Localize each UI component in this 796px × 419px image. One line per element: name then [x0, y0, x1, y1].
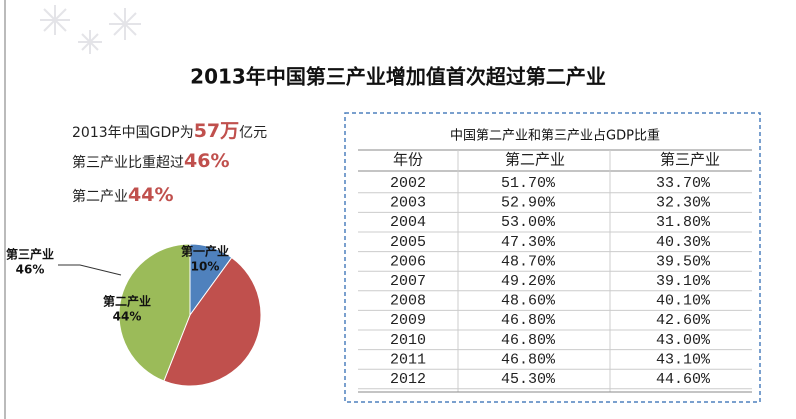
table-cell: 2008 — [390, 293, 426, 310]
table-cell: 2011 — [390, 351, 426, 368]
table-title: 中国第二产业和第三产业占GDP比重 — [450, 128, 660, 144]
fact-highlight: 57万 — [193, 120, 240, 142]
fact: 第二产业44% — [72, 184, 173, 206]
pie-slice — [163, 256, 262, 387]
table-header: 年份 — [393, 151, 423, 169]
slice-label: 第二产业 — [103, 294, 151, 309]
table-cell: 2003 — [390, 195, 426, 212]
slice-value-label: 46% — [16, 263, 45, 277]
fact-highlight: 44% — [128, 184, 174, 206]
slice-value-label: 10% — [191, 260, 220, 274]
table-cell: 2012 — [390, 371, 426, 388]
table-cell: 45.30% — [501, 371, 556, 388]
fact-highlight: 46% — [184, 150, 230, 172]
table-cell: 2010 — [390, 332, 426, 349]
table-cell: 51.70% — [501, 175, 556, 192]
table-cell: 47.30% — [501, 234, 556, 251]
table-cell: 46.80% — [501, 312, 556, 329]
slice-value-label: 44% — [113, 310, 142, 324]
table-cell: 52.90% — [501, 195, 556, 212]
table-cell: 40.30% — [656, 234, 711, 251]
table-cell: 33.70% — [656, 175, 711, 192]
table-cell: 43.00% — [656, 332, 711, 349]
table-cell: 39.10% — [656, 273, 711, 290]
pie-slice — [118, 243, 191, 382]
table-cell: 53.00% — [501, 214, 556, 231]
slice-label: 第三产业 — [6, 247, 54, 262]
table-cell: 39.50% — [656, 253, 711, 270]
table-cell: 32.30% — [656, 195, 711, 212]
table-cell: 42.60% — [656, 312, 711, 329]
slide-title: 2013年中国第三产业增加值首次超过第二产业 — [190, 65, 606, 89]
table-cell: 2006 — [390, 253, 426, 270]
snowflakes — [40, 5, 141, 54]
fact: 第三产业比重超过46% — [72, 150, 229, 172]
table-cell: 2002 — [390, 175, 426, 192]
fact-text: 2013年中国GDP为 — [72, 125, 194, 141]
table-cell: 2007 — [390, 273, 426, 290]
fact-text: 第三产业比重超过 — [72, 155, 184, 171]
table-cell: 31.80% — [656, 214, 711, 231]
table-cell: 2004 — [390, 214, 426, 231]
table-cell: 2005 — [390, 234, 426, 251]
table-cell: 46.80% — [501, 351, 556, 368]
fact: 2013年中国GDP为57万亿元 — [72, 116, 267, 143]
table-cell: 43.10% — [656, 351, 711, 368]
table-cell: 48.60% — [501, 293, 556, 310]
table-cell: 40.10% — [656, 293, 711, 310]
fact-text: 亿元 — [239, 125, 268, 141]
fact-text: 第二产业 — [72, 189, 128, 205]
table-cell: 49.20% — [501, 273, 556, 290]
table-header: 第二产业 — [505, 151, 565, 169]
table-cell: 48.70% — [501, 253, 556, 270]
table-cell: 46.80% — [501, 332, 556, 349]
table-header: 第三产业 — [660, 151, 720, 169]
table-cell: 44.60% — [656, 371, 711, 388]
table-frame — [344, 112, 761, 403]
slice-label: 第一产业 — [181, 244, 229, 259]
table-cell: 2009 — [390, 312, 426, 329]
leader-line — [58, 264, 122, 276]
